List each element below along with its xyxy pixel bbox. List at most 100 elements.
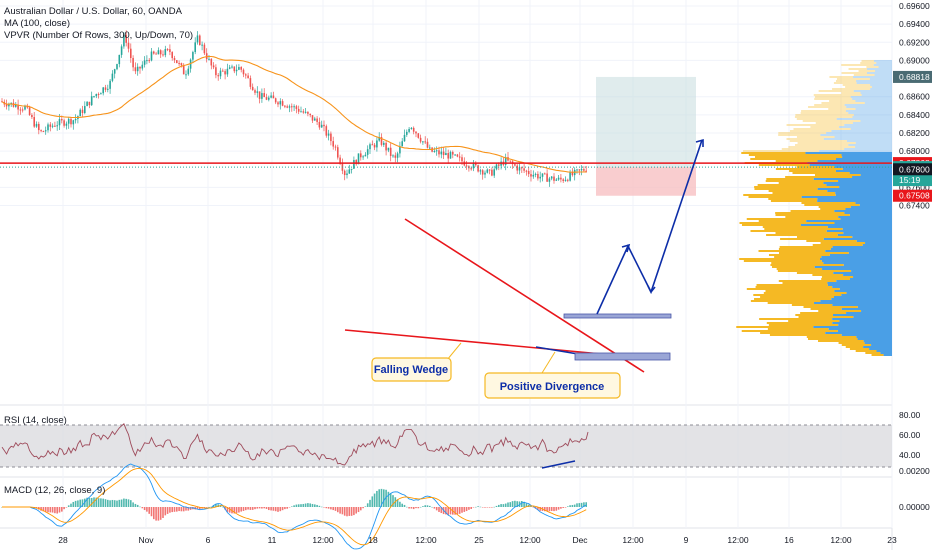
vp-up-bar — [796, 272, 834, 274]
macd-hist-bar — [564, 507, 567, 508]
vp-up-bar — [801, 202, 856, 204]
time-axis[interactable]: 28 Nov 6 11 12:00 18 12:00 25 12:00 Dec 12:00 9 12:0… — [58, 535, 897, 545]
macd-indicator-label[interactable]: MACD (12, 26, close, 9) — [4, 485, 105, 496]
candle-body — [238, 67, 240, 70]
vp-up-bar — [767, 328, 829, 330]
macd-hist-bar — [562, 507, 564, 508]
price-divergence-line[interactable] — [535, 346, 579, 355]
vp-down-bar — [848, 112, 892, 114]
vp-down-bar — [856, 80, 892, 82]
time-tick-label: 16 — [784, 535, 794, 545]
candle-body — [111, 73, 114, 81]
divergence-callout-box[interactable] — [484, 372, 621, 399]
candle-body — [127, 42, 130, 49]
vp-up-bar — [812, 244, 863, 246]
candle-body — [481, 170, 484, 175]
wedge-callout-box[interactable] — [371, 357, 452, 382]
vp-up-bar — [736, 326, 814, 328]
rsi-indicator-label[interactable]: RSI (14, close) — [4, 415, 67, 426]
vp-down-bar — [834, 166, 892, 168]
candle-body — [307, 111, 309, 114]
candle-body — [219, 70, 222, 77]
vp-up-bar — [807, 338, 858, 340]
price-tick-label: 0.68000 — [899, 146, 930, 156]
macd-hist-bar — [550, 507, 553, 511]
position-entry-bar[interactable] — [563, 313, 672, 319]
macd-hist-bar — [169, 507, 171, 513]
candle-body — [51, 125, 54, 127]
vp-down-bar — [845, 208, 892, 210]
vp-down-bar — [835, 170, 892, 172]
candle-body — [47, 124, 49, 131]
position-profit-zone[interactable] — [596, 76, 696, 168]
projection-path[interactable] — [596, 139, 703, 315]
vp-up-bar — [775, 160, 818, 162]
macd-hist-bar — [475, 506, 477, 508]
candle-body — [203, 44, 206, 54]
vp-up-bar — [833, 82, 857, 84]
vp-up-bar — [768, 254, 830, 256]
macd-hist-bar — [261, 507, 263, 509]
macd-hist-bar — [498, 504, 500, 507]
macd-hist-bar — [123, 498, 125, 507]
macd-hist-bar — [362, 507, 364, 509]
vp-down-bar — [833, 296, 892, 298]
macd-hist-bar — [576, 503, 578, 507]
price-axis[interactable]: 0.69600 0.69400 0.69200 0.69000 0.68600 0.684… — [899, 1, 930, 211]
candle-body — [406, 131, 408, 135]
macd-hist-bar — [77, 500, 79, 507]
candle-body — [5, 104, 8, 107]
time-tick-label: 28 — [58, 535, 68, 545]
vp-down-bar — [817, 188, 892, 190]
candle-body — [362, 156, 364, 158]
ma-indicator-label[interactable]: MA (100, close) — [4, 18, 70, 29]
vp-up-bar — [858, 70, 876, 72]
vp-up-bar — [836, 78, 870, 80]
vp-down-bar — [833, 272, 892, 274]
candle-body — [555, 179, 558, 181]
macd-hist-bar — [314, 504, 316, 507]
vp-up-bar — [741, 330, 838, 332]
vp-down-bar — [848, 252, 892, 254]
macd-hist-bar — [107, 499, 109, 507]
candle-body — [107, 88, 109, 90]
candle-body — [465, 165, 468, 167]
vp-up-bar — [755, 286, 833, 288]
vp-down-bar — [841, 294, 892, 296]
vp-up-bar — [808, 106, 847, 108]
vp-up-bar — [866, 66, 879, 68]
vp-down-bar — [850, 206, 892, 208]
vp-down-bar — [880, 352, 892, 354]
wedge-upper-trendline[interactable] — [404, 218, 645, 373]
wedge-lower-trendline[interactable] — [344, 329, 624, 357]
wedge-callout-pointer — [446, 342, 462, 361]
candle-body — [442, 151, 445, 156]
candle-body — [364, 154, 367, 157]
vp-up-bar — [750, 300, 821, 302]
vp-down-bar — [840, 218, 892, 220]
vpvr-indicator-label[interactable]: VPVR (Number Of Rows, 300, Up/Down, 70) — [4, 30, 193, 41]
candle-body — [366, 149, 369, 155]
macd-hist-bar — [385, 489, 387, 507]
position-loss-zone[interactable] — [596, 167, 696, 196]
vp-down-bar — [832, 286, 892, 288]
macd-hist-bar — [376, 490, 378, 507]
candle-body — [371, 144, 374, 146]
position-stop-bar[interactable] — [574, 352, 671, 361]
rsi-divergence-line[interactable] — [541, 460, 576, 469]
macd-hist-bar — [477, 506, 479, 507]
vp-down-bar — [814, 302, 892, 304]
candle-body — [249, 78, 252, 87]
vp-down-bar — [836, 280, 892, 282]
macd-hist-bar — [337, 507, 339, 513]
vp-up-bar — [746, 288, 840, 290]
vp-up-bar — [770, 200, 818, 202]
rsi-tick-label: 60.00 — [899, 430, 921, 440]
candle-body — [309, 113, 311, 116]
macd-hist-bar — [65, 507, 68, 508]
candle-body — [527, 171, 530, 175]
price-tag-bg — [893, 70, 932, 83]
macd-hist-bar — [162, 507, 164, 518]
candle-body — [461, 157, 463, 162]
